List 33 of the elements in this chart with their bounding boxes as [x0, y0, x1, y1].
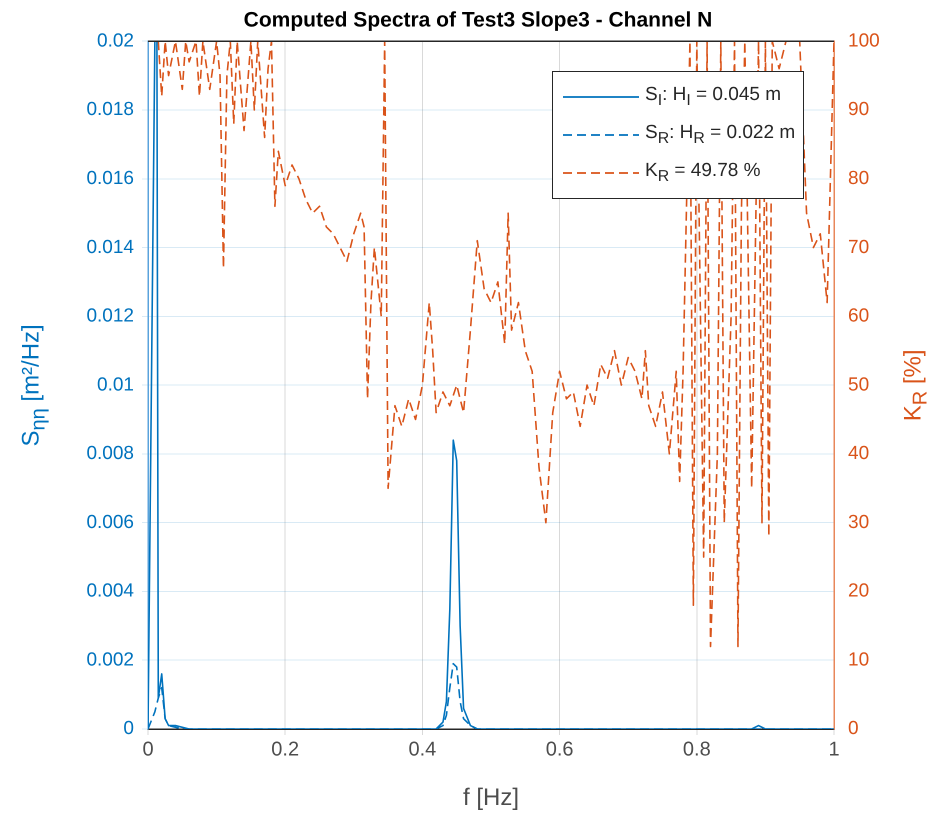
y2-tick-label: 40	[848, 443, 870, 464]
x-axis-title: f [Hz]	[462, 784, 520, 812]
y-tick-label: 0.018	[86, 99, 134, 120]
y2-tick-label: 70	[848, 236, 870, 258]
y2-tick-label: 100	[848, 30, 880, 52]
x-tick-label: 1	[828, 738, 840, 761]
y2-tick-label: 10	[848, 649, 870, 670]
y-tick-label: 0.02	[97, 30, 134, 52]
y-tick-label: 0	[123, 718, 134, 740]
legend-label: K$_{R}$ = 49.78 %	[645, 160, 760, 186]
y2-tick-label: 80	[848, 168, 870, 189]
y-tick-label: 0.016	[86, 168, 134, 189]
x-tick-label: 0.4	[408, 738, 436, 761]
y-tick-label: 0.012	[86, 306, 134, 327]
chart-title: Computed Spectra of Test3 Slope3 - Channel N	[244, 8, 712, 32]
x-tick-label: 0.6	[546, 738, 574, 761]
y-tick-label: 0.014	[86, 236, 134, 258]
y-tick-label: 0.004	[86, 580, 134, 602]
y2-tick-label: 30	[848, 512, 870, 533]
y-tick-label: 0.01	[97, 374, 134, 396]
legend-label: S$_{I}$: H$_{I}$ = 0.045 m	[645, 84, 782, 110]
x-tick-label: 0	[142, 738, 154, 761]
y2-tick-label: 50	[848, 374, 870, 396]
y-tick-label: 0.002	[86, 649, 134, 670]
y2-tick-label: 0	[848, 718, 859, 740]
y-tick-label: 0.006	[86, 512, 134, 533]
y2-tick-label: 90	[848, 99, 870, 120]
y2-tick-label: 60	[848, 306, 870, 327]
x-tick-label: 0.8	[682, 738, 711, 761]
x-tick-label: 0.2	[271, 738, 300, 761]
y2-tick-label: 20	[848, 580, 870, 602]
y-tick-label: 0.008	[86, 443, 134, 464]
legend-label: S$_{R}$: H$_{R}$ = 0.022 m	[645, 122, 796, 148]
